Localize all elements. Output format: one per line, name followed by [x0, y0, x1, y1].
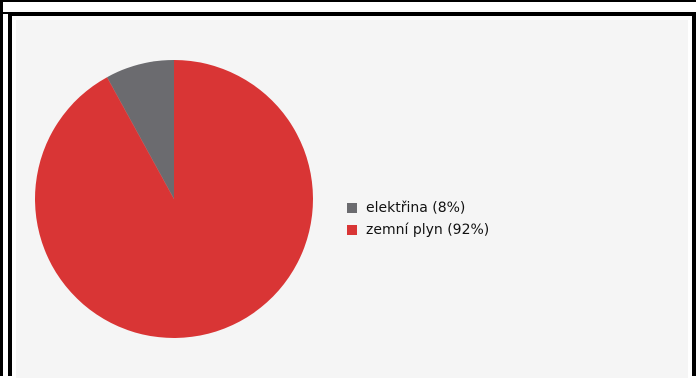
legend-label-elektrina: elektřina (8%)	[366, 200, 466, 216]
plot-area: elektřina (8%) zemní plyn (92%)	[16, 20, 688, 378]
legend-item-elektrina: elektřina (8%)	[347, 197, 489, 219]
legend-item-zemni-plyn: zemní plyn (92%)	[347, 219, 489, 241]
legend-swatch-zemni-plyn	[347, 225, 357, 235]
legend-swatch-elektrina	[347, 203, 357, 213]
pie-slice-zemni-plyn	[34, 60, 314, 338]
chart-panel: elektřina (8%) zemní plyn (92%)	[8, 14, 696, 378]
pie-chart	[34, 60, 314, 338]
title-divider	[0, 12, 696, 14]
legend-label-zemni-plyn: zemní plyn (92%)	[366, 222, 490, 238]
pie-slice-elektrina	[107, 60, 174, 199]
outer-border-left	[0, 0, 3, 376]
legend: elektřina (8%) zemní plyn (92%)	[347, 197, 489, 241]
outer-border-top	[0, 0, 696, 2]
